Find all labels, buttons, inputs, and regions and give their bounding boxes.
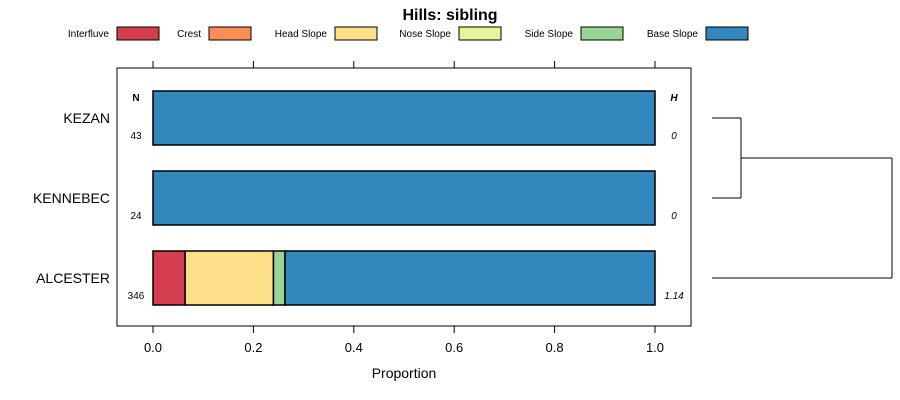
legend-swatch-head-slope (334, 26, 378, 41)
bars (152, 90, 656, 306)
legend-label-interfluve: Interfluve (68, 29, 110, 40)
bar-kezan-base-slope (152, 90, 656, 146)
n-value-kennebec: 24 (130, 211, 142, 222)
h-value-alcester: 1.14 (664, 291, 684, 302)
legend-label-nose-slope: Nose Slope (399, 29, 451, 40)
category-label-kennebec: KENNEBEC (33, 190, 110, 206)
plot-panel (116, 67, 692, 327)
h-value-kennebec: 0 (671, 211, 677, 222)
legend-swatch-crest (208, 26, 252, 41)
category-label-alcester: ALCESTER (36, 270, 110, 286)
n-value-kezan: 43 (130, 131, 142, 142)
x-axis: 0.0 0.2 0.4 0.6 0.8 1.0 (144, 61, 664, 355)
legend: Interfluve Crest Head Slope Nose Slope Side … (68, 26, 749, 41)
x-tick-label: 1.0 (646, 340, 664, 355)
category-label-kezan: KEZAN (63, 110, 110, 126)
legend-label-crest: Crest (177, 29, 201, 40)
legend-swatch-base-slope (705, 26, 749, 41)
category-labels: KEZAN KENNEBEC ALCESTER (33, 110, 110, 286)
bar-alcester-side-slope (272, 250, 286, 306)
x-tick-label: 0.4 (345, 340, 363, 355)
bar-alcester-head-slope (184, 250, 275, 306)
dendrogram (712, 117, 893, 279)
n-value-alcester: 346 (128, 291, 145, 302)
legend-label-head-slope: Head Slope (275, 29, 328, 40)
h-column-header: H (670, 93, 678, 104)
legend-swatch-side-slope (580, 26, 624, 41)
x-tick-label: 0.2 (244, 340, 262, 355)
legend-swatch-nose-slope (458, 26, 502, 41)
n-column-header: N (132, 93, 139, 104)
side-labels: 43 0 24 0 346 1.14 (128, 131, 685, 302)
x-tick-label: 0.6 (445, 340, 463, 355)
bar-alcester-interfluve (152, 250, 186, 306)
legend-label-side-slope: Side Slope (525, 29, 574, 40)
bar-kennebec-base-slope (152, 170, 656, 226)
x-tick-label: 0.0 (144, 340, 162, 355)
legend-label-base-slope: Base Slope (647, 29, 699, 40)
legend-swatch-interfluve (116, 26, 160, 41)
h-value-kezan: 0 (671, 131, 677, 142)
chart-title: Hills: sibling (402, 7, 497, 24)
bar-alcester-base-slope (284, 250, 656, 306)
x-axis-title: Proportion (372, 365, 437, 381)
x-tick-label: 0.8 (546, 340, 564, 355)
